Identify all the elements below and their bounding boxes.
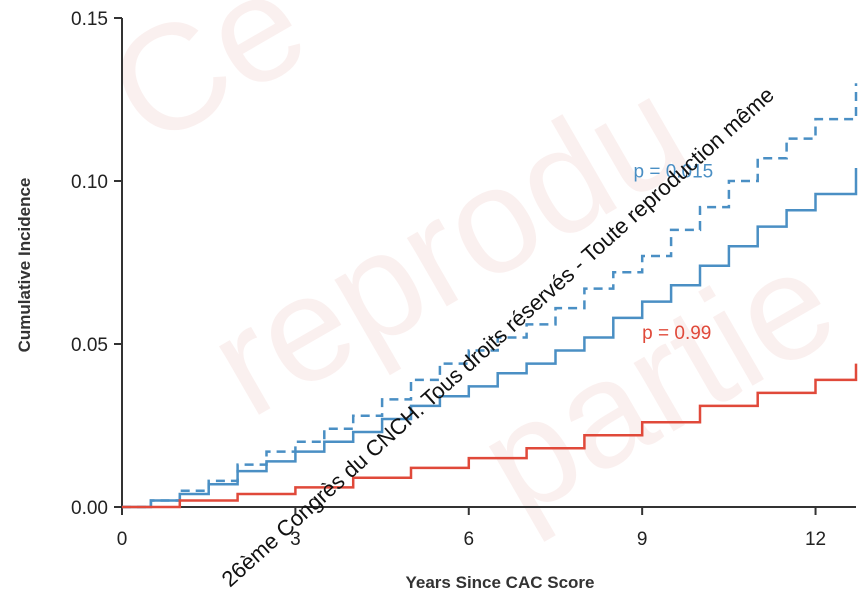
y-axis-title: Cumulative Incidence bbox=[15, 178, 34, 353]
series-blue-dashed-line bbox=[122, 83, 858, 509]
x-tick-label: 6 bbox=[463, 529, 474, 550]
y-tick-label: 0.05 bbox=[71, 335, 108, 356]
p-value-label: p = 0.99 bbox=[642, 323, 711, 344]
y-tick-label: 0.10 bbox=[71, 172, 108, 193]
watermark-text-1: Ce bbox=[82, 0, 332, 178]
x-tick-label: 0 bbox=[117, 529, 128, 550]
x-axis-title: Years Since CAC Score bbox=[406, 573, 595, 592]
series-blue-solid-line bbox=[122, 168, 858, 509]
x-tick-label: 3 bbox=[290, 529, 301, 550]
series-red-line bbox=[122, 363, 858, 509]
x-tick-label: 9 bbox=[637, 529, 648, 550]
axes: 0 3 6 9 12 0.00 0.05 0.10 0.15 bbox=[71, 9, 856, 550]
p-value-label: p = 0.015 bbox=[633, 162, 713, 183]
y-tick-label: 0.00 bbox=[71, 498, 108, 519]
annotations: p = 0.015 p = 0.99 bbox=[633, 162, 713, 344]
x-tick-label: 12 bbox=[805, 529, 826, 550]
series-group bbox=[122, 83, 858, 509]
watermark: Ce reprodu partie bbox=[82, 0, 859, 548]
y-tick-label: 0.15 bbox=[71, 9, 108, 30]
